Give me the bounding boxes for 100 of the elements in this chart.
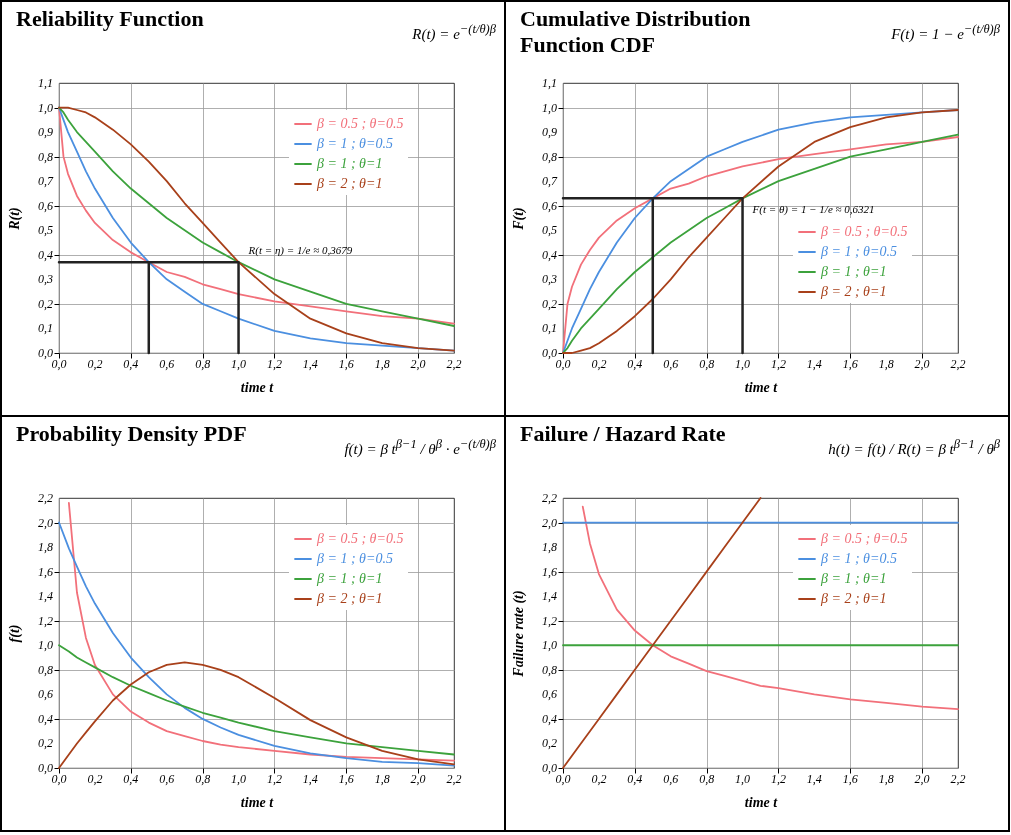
x-tick-label: 1,0: [735, 772, 751, 786]
legend-label: β = 0.5 ; θ=0.5: [316, 531, 404, 546]
legend-label: β = 0.5 ; θ=0.5: [820, 531, 908, 546]
y-tick-label: 0,0: [38, 346, 53, 360]
x-tick-label: 2,0: [410, 357, 426, 371]
x-tick-label: 1,6: [842, 357, 858, 371]
x-tick-label: 2,2: [446, 357, 462, 371]
x-tick-label: 2,2: [950, 772, 966, 786]
y-tick-label: 0,4: [38, 247, 53, 262]
x-axis-title: time t: [744, 380, 779, 395]
x-tick-label: 1,8: [878, 357, 894, 371]
y-tick-label: 0,6: [38, 687, 53, 702]
x-tick-label: 0,0: [555, 772, 571, 786]
x-tick-label: 0,6: [663, 772, 679, 786]
x-tick-label: 1,8: [878, 772, 894, 786]
x-tick-label: 1,2: [266, 357, 282, 371]
x-tick-label: 1,8: [374, 772, 390, 786]
x-tick-label: 0,4: [123, 357, 139, 371]
y-tick-label: 0,4: [542, 247, 557, 262]
x-tick-label: 1,4: [806, 357, 822, 371]
y-tick-label: 0,2: [38, 296, 53, 311]
x-tick-label: 1,6: [338, 357, 354, 371]
y-tick-label: 0,6: [542, 198, 557, 213]
y-tick-label: 1,2: [38, 613, 53, 628]
y-tick-label: 0,7: [542, 174, 558, 189]
legend-label: β = 1 ; θ=1: [820, 264, 887, 279]
y-tick-label: 0,8: [38, 149, 53, 164]
x-tick-label: 0,8: [699, 357, 715, 371]
y-tick-label: 0,6: [38, 198, 53, 213]
x-tick-label: 0,8: [195, 357, 211, 371]
x-tick-label: 0,4: [123, 772, 139, 786]
y-tick-label: 2,2: [38, 491, 53, 505]
x-tick-label: 0,6: [159, 772, 175, 786]
x-tick-label: 1,6: [842, 772, 858, 786]
text: h(t) = f(t) / R(t) = β t$^{β−1}$ / θ$^{β}$: [828, 436, 1000, 458]
y-axis-title: F(t): [511, 207, 527, 231]
x-axis-title: time t: [240, 380, 275, 395]
y-tick-label: 0,8: [38, 662, 53, 677]
annotation: R(t = η) = 1/e ≈ 0,3679: [247, 244, 353, 258]
y-tick-label: 1,0: [38, 100, 53, 115]
y-tick-label: 0,0: [542, 346, 557, 360]
x-tick-label: 0,4: [627, 772, 643, 786]
legend-label: β = 0.5 ; θ=0.5: [820, 224, 908, 239]
x-tick-label: 1,4: [302, 357, 318, 371]
x-tick-label: 0,0: [51, 357, 67, 371]
chart-title: Failure / Hazard Rate: [520, 421, 726, 448]
y-tick-label: 2,0: [38, 515, 53, 530]
y-tick-label: 1,0: [542, 638, 557, 653]
x-tick-label: 1,4: [806, 772, 822, 786]
legend-label: β = 1 ; θ=1: [316, 156, 383, 171]
y-tick-label: 0,6: [542, 687, 557, 702]
y-tick-label: 0,4: [38, 711, 53, 726]
y-tick-label: 1,0: [542, 100, 557, 115]
y-tick-label: 0,5: [542, 223, 557, 238]
y-tick-label: 1,4: [38, 589, 53, 604]
x-tick-label: 0,6: [663, 357, 679, 371]
y-tick-label: 0,8: [542, 149, 557, 164]
y-axis-title: f(t): [7, 624, 23, 643]
y-tick-label: 1,0: [38, 638, 53, 653]
x-tick-label: 1,6: [338, 772, 354, 786]
x-tick-label: 1,0: [231, 772, 247, 786]
x-tick-label: 0,2: [87, 772, 103, 786]
x-tick-label: 1,2: [770, 772, 786, 786]
x-tick-label: 1,2: [770, 357, 786, 371]
y-tick-label: 0,8: [542, 662, 557, 677]
legend-label: β = 1 ; θ=0.5: [316, 136, 393, 151]
y-tick-label: 0,3: [38, 272, 53, 287]
x-tick-label: 0,8: [699, 772, 715, 786]
y-tick-label: 0,9: [542, 125, 557, 140]
legend-label: β = 1 ; θ=0.5: [820, 244, 897, 259]
chart-title: Cumulative Distribution Function CDF: [520, 6, 752, 59]
x-tick-label: 1,8: [374, 357, 390, 371]
y-tick-label: 1,8: [38, 540, 53, 555]
y-tick-label: 1,1: [542, 76, 557, 90]
legend-label: β = 2 ; θ=1: [820, 284, 887, 299]
y-tick-label: 0,4: [542, 711, 557, 726]
y-axis-title: Failure rate (t): [511, 590, 527, 678]
x-tick-label: 1,2: [266, 772, 282, 786]
x-axis-title: time t: [240, 795, 275, 810]
x-tick-label: 0,2: [87, 357, 103, 371]
y-tick-label: 1,4: [542, 589, 557, 604]
y-tick-label: 2,0: [542, 515, 557, 530]
y-tick-label: 0,1: [542, 321, 557, 336]
annotation: F(t = θ) = 1 − 1/e ≈ 0,6321: [751, 203, 875, 217]
chart-title: Reliability Function: [16, 6, 204, 33]
y-tick-label: 0,3: [542, 272, 557, 287]
x-tick-label: 0,2: [591, 357, 607, 371]
legend-label: β = 1 ; θ=0.5: [316, 551, 393, 566]
y-tick-label: 2,2: [542, 491, 557, 505]
x-axis-title: time t: [744, 795, 779, 810]
x-tick-label: 1,0: [231, 357, 247, 371]
y-tick-label: 0,0: [38, 761, 53, 775]
y-tick-label: 0,9: [38, 125, 53, 140]
chart-title: Probability Density PDF: [16, 421, 247, 448]
x-tick-label: 2,0: [914, 772, 930, 786]
legend-label: β = 2 ; θ=1: [316, 176, 383, 191]
y-tick-label: 0,2: [542, 736, 557, 751]
y-tick-label: 1,2: [542, 613, 557, 628]
x-tick-label: 2,0: [410, 772, 426, 786]
legend-label: β = 1 ; θ=0.5: [820, 551, 897, 566]
